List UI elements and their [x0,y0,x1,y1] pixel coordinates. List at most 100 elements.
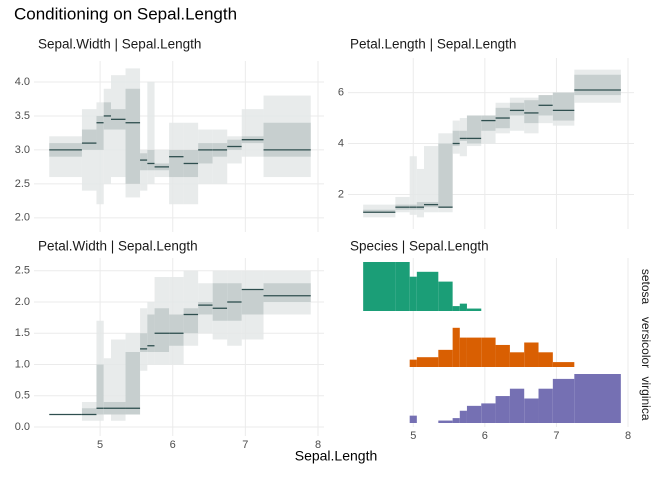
outer-band [81,109,97,191]
y-tick-label: 1.0 [15,358,30,370]
panel-title: Species | Sepal.Length [350,239,489,254]
inner-band [198,302,213,315]
inner-band [263,122,311,157]
chart-title: Conditioning on Sepal.Length [14,4,237,23]
bar [409,359,417,367]
y-tick-label: 6 [338,86,344,98]
bar [438,349,453,367]
inner-band [183,308,199,334]
inner-band [169,149,184,178]
bar [459,337,467,367]
x-tick-label: 6 [170,439,176,451]
bar [552,362,575,367]
bar [524,342,539,367]
x-tick-label: 7 [242,439,248,451]
bar [459,303,467,311]
bar [438,420,453,423]
facet-label: versicolor [639,317,653,368]
bar [424,271,439,311]
inner-band [96,364,104,415]
inner-band [212,283,228,321]
outer-band [103,88,111,184]
outer-band [103,358,111,415]
y-tick-label: 1.5 [15,327,30,339]
bar [416,271,424,311]
inner-band [96,115,104,150]
outer-band [111,339,126,421]
outer-band [409,156,417,215]
y-tick-label: 2.5 [15,265,30,277]
inner-band [466,115,482,144]
inner-band [481,115,496,131]
x-tick-label: 6 [482,430,488,442]
outer-band [416,168,424,218]
bar [466,405,482,423]
inner-band [198,143,213,164]
bar [424,357,439,367]
y-tick-label: 0.5 [15,390,30,402]
inner-band [169,314,184,346]
inner-band [524,100,539,124]
x-tick-label: 8 [315,439,321,451]
bar [452,418,460,423]
bar [509,388,525,423]
y-tick-label: 2.0 [15,296,30,308]
x-tick-label: 5 [97,439,103,451]
bar [409,415,417,423]
bar [438,281,453,311]
inner-band [147,314,155,352]
y-tick-label: 3.5 [15,110,30,122]
inner-band [452,130,460,147]
bar [466,337,482,367]
outer-band [424,146,439,213]
bar [495,344,510,367]
inner-band [154,308,170,352]
bar [459,410,467,423]
bar [552,378,575,423]
bar [509,352,525,367]
inner-band [140,153,148,171]
bar [395,262,410,311]
x-tick-label: 5 [410,430,416,442]
bar [409,276,417,311]
outer-band [147,81,155,184]
x-tick-label: 7 [553,430,559,442]
y-tick-label: 2.0 [15,212,30,224]
panel-title: Petal.Width | Sepal.Length [38,239,198,254]
inner-band [552,92,575,121]
inner-band [81,129,97,150]
inner-band [241,289,264,315]
bar [363,262,396,311]
bar [452,306,460,311]
inner-band [227,139,242,150]
bar [416,357,424,367]
x-axis-label: Sepal.Length [295,448,378,464]
y-tick-label: 2.5 [15,178,30,190]
bar [524,398,539,423]
inner-band [459,130,467,141]
bar [481,403,496,423]
panel-title: Sepal.Width | Sepal.Length [38,37,201,52]
bar [481,337,496,367]
bar [538,352,553,367]
inner-band [363,209,396,213]
inner-band [416,202,424,210]
inner-band [81,408,97,415]
bar [466,308,482,311]
inner-band [147,149,155,171]
y-tick-label: 3.0 [15,144,30,156]
y-tick-label: 0.0 [15,421,30,433]
inner-band [125,88,141,184]
bar [452,327,460,367]
panel-title: Petal.Length | Sepal.Length [350,37,516,52]
inner-band [509,102,525,116]
x-tick-label: 8 [625,430,631,442]
inner-band [438,143,453,208]
facet-label: setosa [639,269,653,305]
outer-band [241,109,264,157]
inner-band [574,74,621,96]
inner-band [125,352,141,415]
bar [574,374,621,423]
inner-band [140,333,148,352]
